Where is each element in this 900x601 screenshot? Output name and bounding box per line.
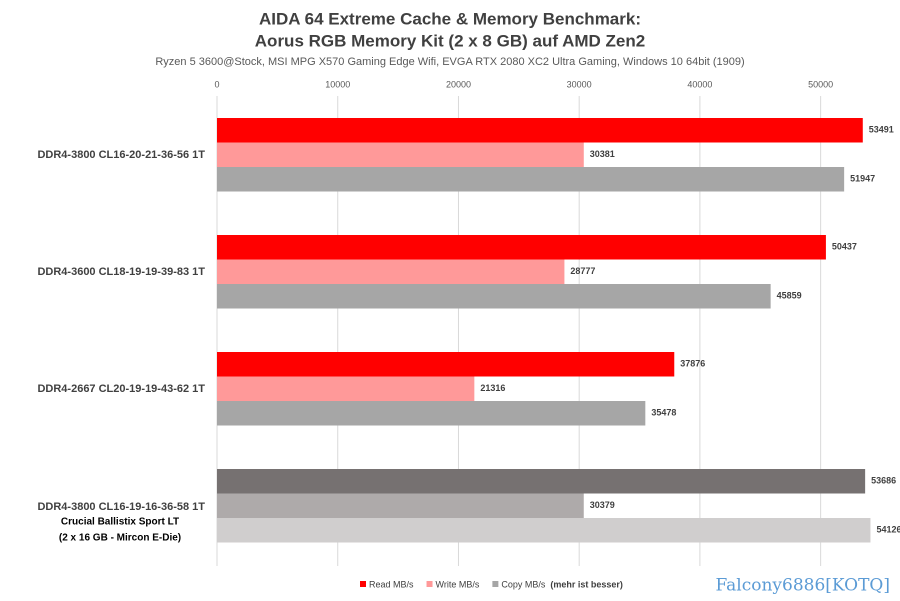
annotation: (2 x 16 GB - Mircon E-Die) (59, 533, 181, 544)
bar (217, 118, 863, 143)
x-tick-label: 10000 (325, 79, 350, 89)
x-tick-label: 40000 (687, 79, 712, 89)
y-tick-label: DDR4-3800 CL16-20-21-36-56 1T (37, 149, 205, 161)
x-tick-label: 30000 (567, 79, 592, 89)
y-tick-label: DDR4-2667 CL20-19-19-43-62 1T (37, 383, 205, 395)
value-label: 30381 (590, 149, 615, 159)
watermark: Falcony6886[KOTQ] (715, 576, 890, 596)
legend-swatch (492, 581, 499, 587)
x-tick-label: 0 (214, 79, 219, 89)
bar (217, 284, 771, 309)
bar (217, 259, 565, 284)
value-label: 53491 (869, 125, 894, 135)
value-label: 35478 (651, 408, 676, 418)
value-label: 21316 (480, 383, 505, 393)
x-tick-label: 20000 (446, 79, 471, 89)
y-tick-label: DDR4-3800 CL16-19-16-36-58 1T (37, 501, 205, 513)
bar (217, 352, 675, 377)
bar (217, 401, 646, 426)
value-label: 30379 (590, 500, 615, 510)
bar (217, 167, 845, 192)
bar (217, 493, 584, 518)
bar (217, 142, 584, 167)
bar (217, 518, 871, 543)
value-label: 53686 (871, 476, 896, 486)
chart-title: Aorus RGB Memory Kit (2 x 8 GB) auf AMD … (255, 31, 645, 50)
value-label: 51947 (850, 174, 875, 184)
value-label: 50437 (832, 242, 857, 252)
value-label: 54126 (876, 525, 900, 535)
chart-subtitle: Ryzen 5 3600@Stock, MSI MPG X570 Gaming … (155, 56, 744, 68)
value-label: 28777 (570, 266, 595, 276)
value-label: 45859 (777, 291, 802, 301)
x-tick-label: 50000 (808, 79, 833, 89)
legend-label: Read MB/s (369, 579, 414, 589)
bar (217, 469, 866, 494)
legend-label: Copy MB/s (501, 579, 546, 589)
legend-swatch (426, 581, 433, 587)
value-label: 37876 (680, 359, 705, 369)
legend-note: (mehr ist besser) (550, 579, 623, 589)
y-tick-label: DDR4-3600 CL18-19-19-39-83 1T (37, 266, 205, 278)
bar (217, 235, 826, 260)
bar (217, 376, 475, 401)
legend-swatch (360, 581, 366, 587)
legend-label: Write MB/s (436, 579, 480, 589)
chart-title: AIDA 64 Extreme Cache & Memory Benchmark… (259, 9, 641, 28)
annotation: Crucial Ballistix Sport LT (61, 517, 179, 528)
